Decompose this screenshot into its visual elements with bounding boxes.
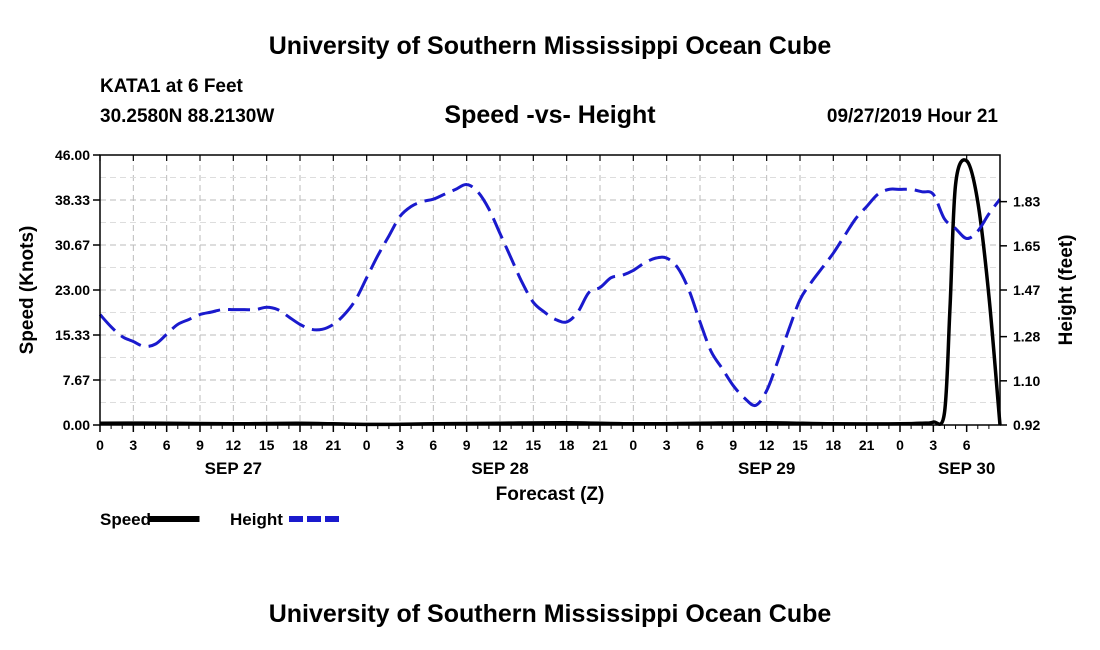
chart-axes: 0 3 6 9 12 15 18 21 0 3 6 9 12 15 18 21 0 3 6 9 12 15 18 21 0 3 6 S… [55,147,1041,478]
x-tick-label: 21 [326,437,342,453]
y-right-tick-label: 1.10 [1013,373,1040,389]
x-tick-label: 0 [363,437,371,453]
y-axis-right-label: Height (feet) [1056,235,1077,346]
x-tick-label: 3 [129,437,137,453]
y-left-tick-label: 0.00 [63,417,90,433]
x-tick-label: 0 [896,437,904,453]
y-right-tick-label: 1.65 [1013,238,1040,254]
station-coordinates: 30.2580N 88.2130W [100,106,275,127]
series-line-speed [99,158,1002,427]
x-tick-label: 6 [429,437,437,453]
x-tick-label: 21 [859,437,875,453]
page-title: University of Southern Mississippi Ocean… [268,32,832,60]
x-tick-label: 9 [463,437,471,453]
x-tick-label: 6 [163,437,171,453]
chart-title: Speed -vs- Height [444,101,656,129]
series-layer [98,158,1002,427]
x-tick-label: 18 [292,437,308,453]
x-tick-label: 18 [559,437,575,453]
y-left-tick-label: 38.33 [55,192,90,208]
forecast-datetime: 09/27/2019 Hour 21 [826,106,998,127]
legend-label-height: Height [230,510,283,529]
x-tick-label: 3 [663,437,671,453]
x-date-label: SEP 27 [205,459,262,478]
x-tick-label: 3 [396,437,404,453]
x-tick-label: 0 [629,437,637,453]
x-tick-label: 9 [729,437,737,453]
series-line-height [98,182,1002,408]
page-footer-title: University of Southern Mississippi Ocean… [268,600,832,628]
x-tick-label: 12 [226,437,242,453]
x-axis-label: Forecast (Z) [496,484,605,505]
x-tick-label: 6 [696,437,704,453]
x-tick-label: 3 [929,437,937,453]
legend-label-speed: Speed [100,510,151,529]
chart-grid [100,155,1000,425]
x-tick-label: 15 [259,437,275,453]
x-tick-label: 18 [826,437,842,453]
y-left-tick-label: 46.00 [55,147,90,163]
x-date-label: SEP 29 [738,459,795,478]
y-right-tick-label: 1.83 [1013,194,1040,210]
x-tick-label: 21 [592,437,608,453]
y-right-tick-label: 0.92 [1013,417,1040,433]
y-left-tick-label: 23.00 [55,282,90,298]
y-right-tick-label: 1.28 [1013,329,1040,345]
y-axis-left-label: Speed (Knots) [17,226,38,355]
y-left-tick-label: 30.67 [55,237,90,253]
y-right-tick-label: 1.47 [1013,282,1040,298]
x-tick-label: 15 [792,437,808,453]
x-date-label: SEP 28 [471,459,528,478]
y-left-tick-label: 7.67 [63,372,90,388]
x-tick-label: 0 [96,437,104,453]
x-tick-label: 12 [492,437,508,453]
y-left-tick-label: 15.33 [55,327,90,343]
x-tick-label: 6 [963,437,971,453]
x-tick-label: 15 [526,437,542,453]
station-label: KATA1 at 6 Feet [100,76,243,97]
x-date-label: SEP 30 [938,459,995,478]
x-tick-label: 9 [196,437,204,453]
x-tick-label: 12 [759,437,775,453]
chart-legend: Speed Height [100,510,339,529]
